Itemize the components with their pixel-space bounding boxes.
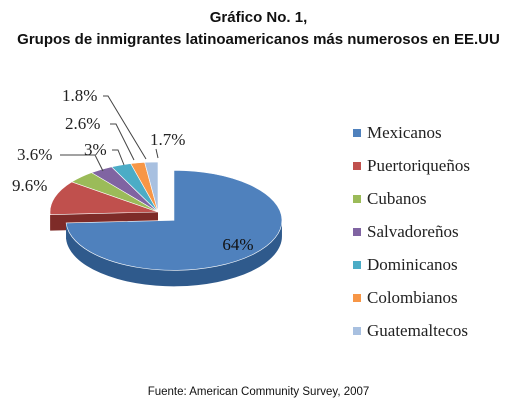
legend-swatch-mexicanos	[353, 129, 361, 137]
pie-slice-guatemaltecos	[144, 161, 159, 213]
legend-label-puertoriqueños: Puertoriqueños	[367, 156, 470, 175]
legend-swatch-salvadoreños	[353, 228, 361, 236]
data-labels: 64% 9.6% 3.6% 3% 2.6% 1.8% 1.7%	[12, 86, 254, 254]
leader-line-6	[155, 148, 159, 159]
leader-line-3	[112, 149, 125, 166]
source-note: Fuente: American Community Survey, 2007	[147, 386, 370, 398]
leader-line-2	[60, 154, 104, 172]
data-label-guatemaltecos: 1.7%	[150, 130, 185, 149]
pie-slice-puertoriqueños	[49, 181, 159, 215]
pie-tops	[49, 161, 283, 271]
legend-label-guatemaltecos: Guatemaltecos	[367, 321, 468, 340]
data-label-cubanos: 3.6%	[17, 145, 52, 164]
chart-title-line2: Grupos de inmigrantes latinoamericanos m…	[17, 31, 500, 48]
legend-swatch-cubanos	[353, 195, 361, 203]
legend-label-salvadoreños: Salvadoreños	[367, 222, 459, 241]
data-label-salvadoreños: 3%	[84, 140, 107, 159]
legend-swatch-puertoriqueños	[353, 162, 361, 170]
legend: Mexicanos Puertoriqueños Cubanos Salvadoreñ…	[353, 123, 470, 340]
data-label-colombianos: 1.8%	[62, 86, 97, 105]
legend-swatch-colombianos	[353, 294, 361, 302]
legend-label-colombianos: Colombianos	[367, 288, 458, 307]
data-label-puertoriqueños: 9.6%	[12, 176, 47, 195]
legend-label-cubanos: Cubanos	[367, 189, 427, 208]
data-label-mexicanos: 64%	[222, 235, 253, 254]
slice-rim-0-0	[66, 220, 282, 287]
chart-title-line1: Gráfico No. 1,	[209, 9, 308, 26]
leader-line-4	[110, 123, 135, 161]
pie-slice-mexicanos	[65, 170, 283, 271]
legend-swatch-dominicanos	[353, 261, 361, 269]
data-label-dominicanos: 2.6%	[65, 114, 100, 133]
leader-line-5	[103, 95, 147, 160]
legend-label-mexicanos: Mexicanos	[367, 123, 442, 142]
legend-swatch-guatemaltecos	[353, 327, 361, 335]
legend-label-dominicanos: Dominicanos	[367, 255, 458, 274]
